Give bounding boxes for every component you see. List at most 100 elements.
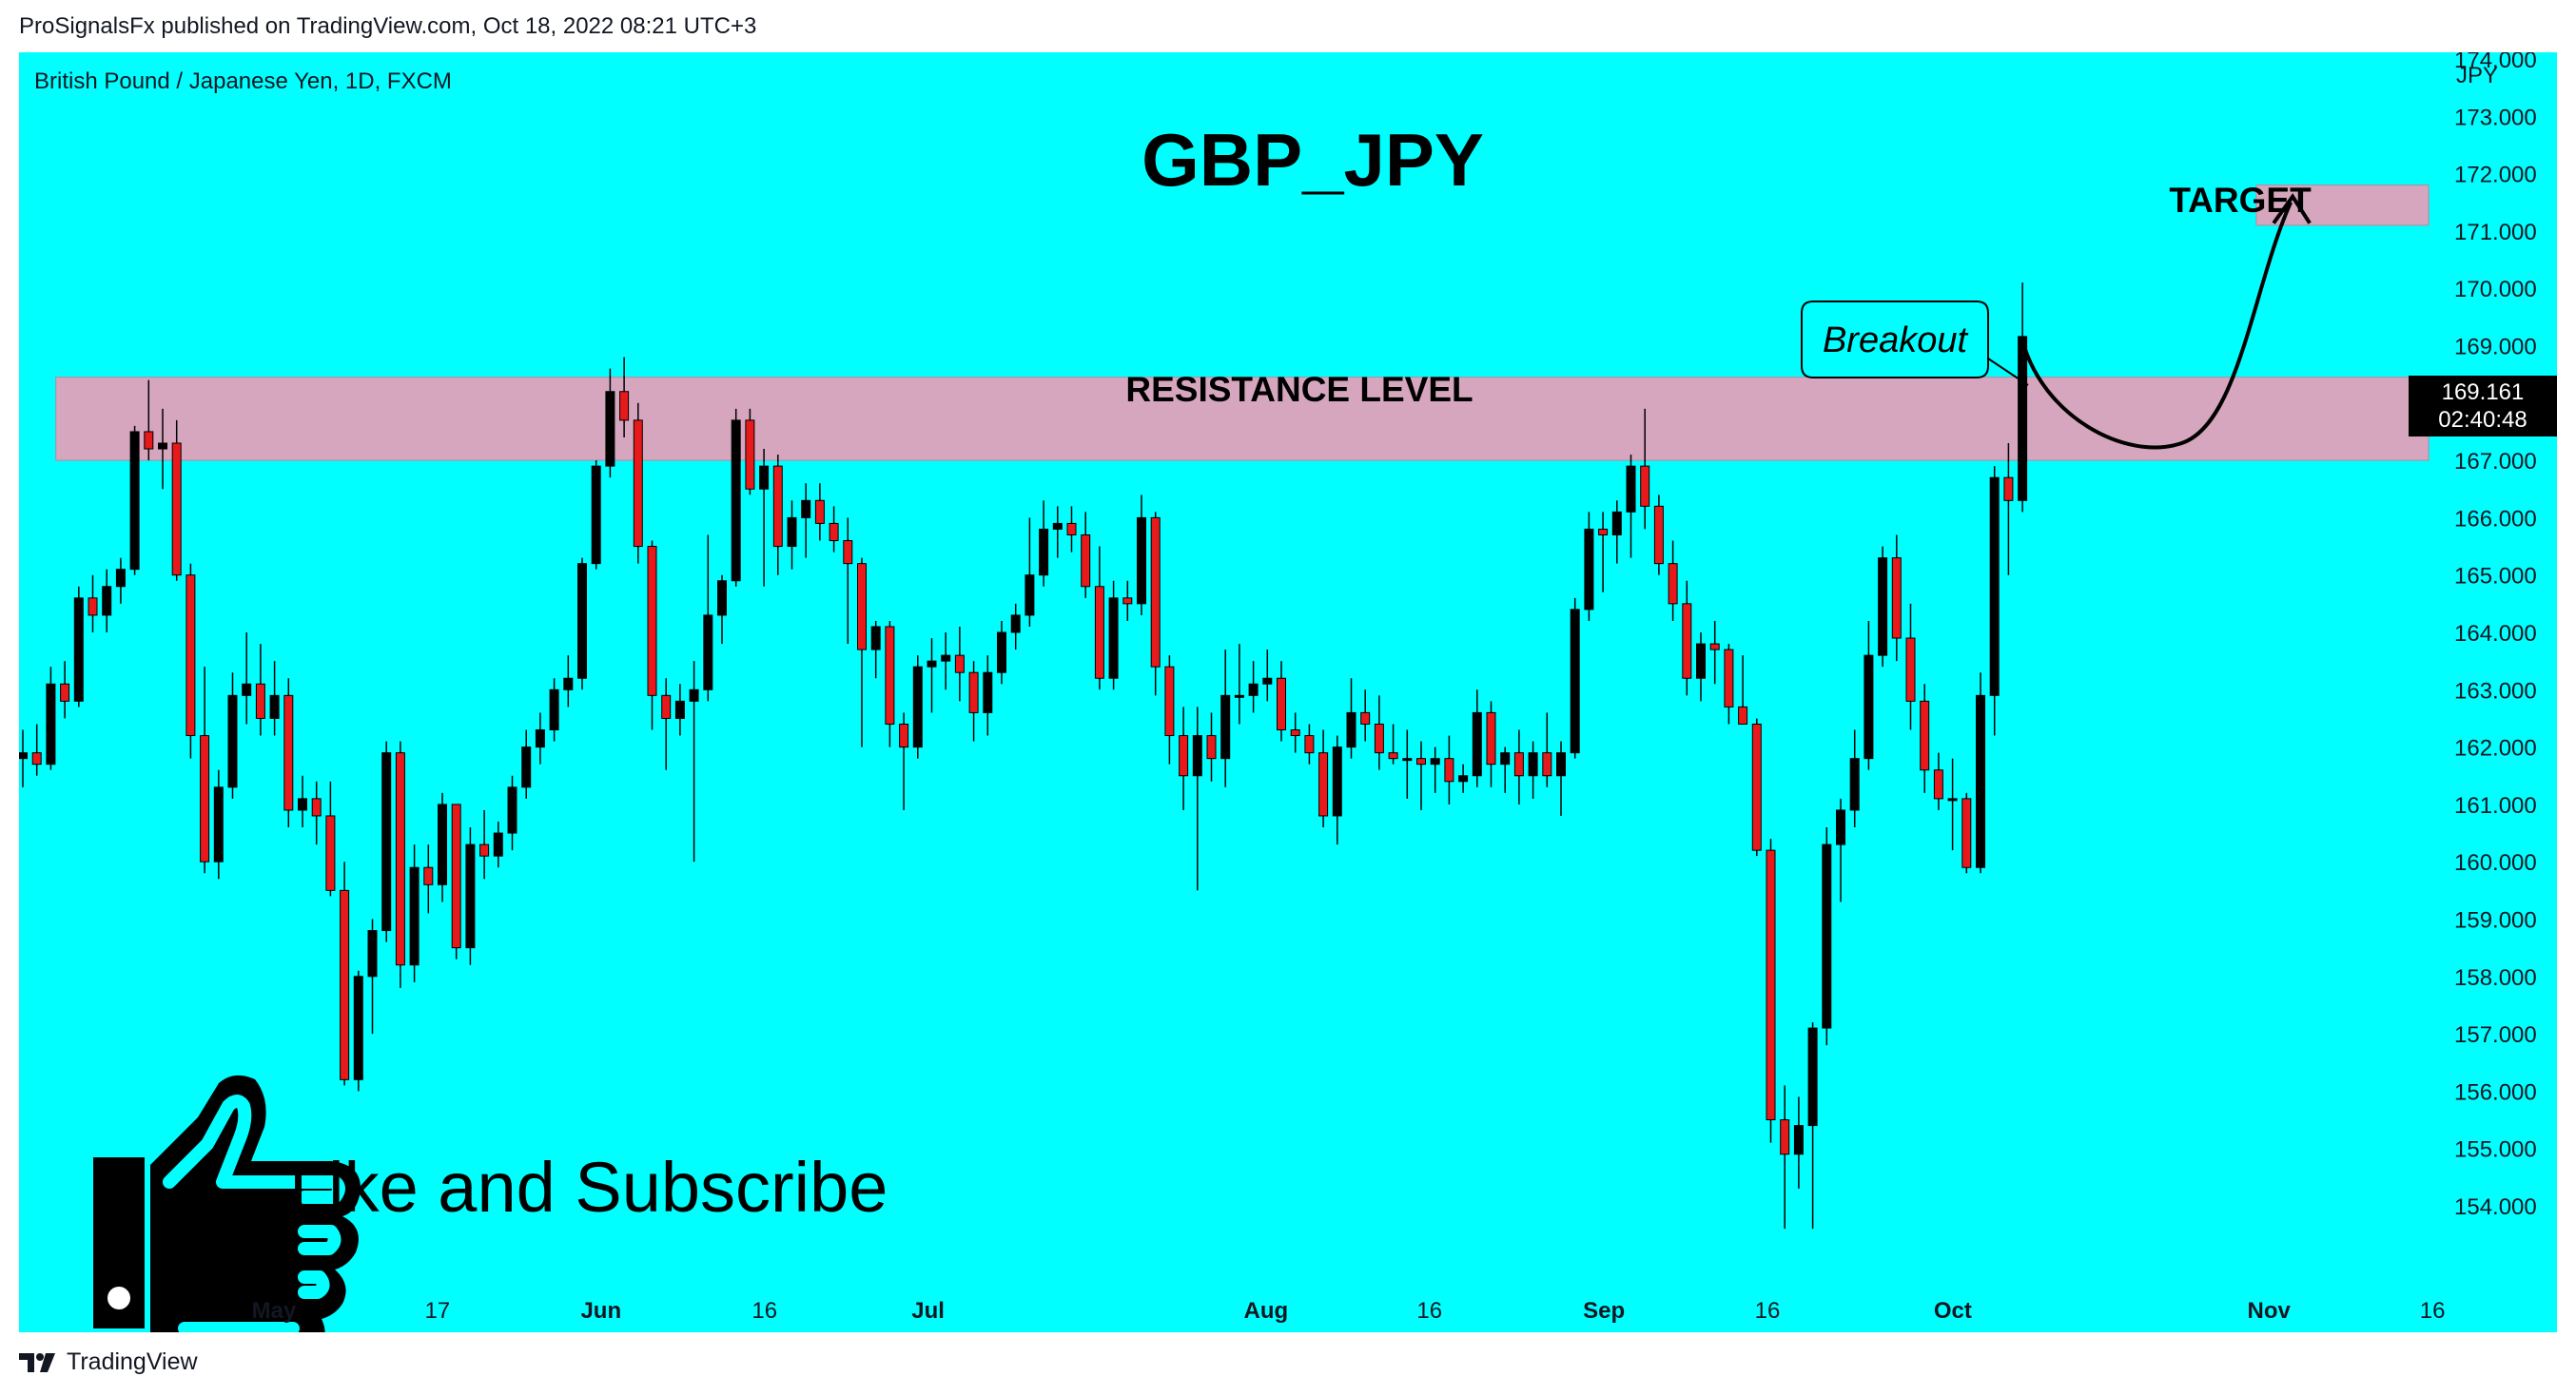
x-tick-label: 16 [751, 1298, 777, 1324]
candle-bullish [19, 729, 28, 787]
y-tick-label: 169.000 [2454, 335, 2537, 360]
y-tick-label: 174.000 [2454, 52, 2537, 73]
candle-bearish [1416, 741, 1426, 810]
candle-bullish [1500, 746, 1511, 793]
candle-bullish [1822, 827, 1832, 1046]
candle-bullish [1878, 546, 1888, 668]
candle-bullish [997, 620, 1006, 685]
candle-bearish [255, 644, 265, 736]
candle-bearish [1709, 620, 1720, 685]
candle-bearish [1542, 712, 1552, 787]
thumbs-up-icon[interactable] [93, 1075, 361, 1332]
candle-bearish [899, 712, 909, 810]
y-tick-label: 166.000 [2454, 506, 2537, 532]
candle-bearish [1081, 512, 1091, 598]
candle-bearish [1751, 718, 1762, 857]
candle-bearish [325, 781, 336, 897]
candle-bearish [968, 661, 979, 742]
candle-bullish [731, 408, 741, 587]
candle-bearish [1933, 752, 1943, 810]
candle-bearish [1122, 580, 1133, 621]
candle-bearish [1668, 540, 1678, 621]
candle-bullish [2018, 282, 2028, 513]
y-tick-label: 160.000 [2454, 850, 2537, 876]
candle-bearish [1066, 506, 1077, 553]
candle-bearish [88, 574, 98, 632]
candle-bullish [521, 729, 532, 799]
candle-bearish [1304, 724, 1315, 765]
candle-bearish [661, 678, 672, 770]
candle-bearish [451, 804, 461, 960]
candle-bullish [674, 684, 685, 736]
candle-bearish [1094, 546, 1104, 690]
candle-bearish [1164, 655, 1175, 765]
y-tick-label: 164.000 [2454, 621, 2537, 647]
candle-bearish [772, 455, 783, 575]
candle-bearish [1444, 735, 1454, 805]
candle-bullish [1039, 500, 1049, 587]
x-tick-label: Oct [1934, 1298, 1972, 1324]
candle-bearish [171, 419, 182, 581]
candle-bullish [353, 970, 363, 1092]
candle-bearish [479, 809, 490, 880]
candle-bearish [1961, 792, 1972, 874]
cta-label[interactable]: Like and Subscribe [289, 1148, 888, 1227]
breakout-callout[interactable]: Breakout [1801, 301, 2029, 386]
candle-bearish [857, 557, 867, 747]
candle-bearish [885, 620, 895, 747]
candle-bearish [1318, 729, 1329, 828]
candle-bearish [283, 678, 294, 828]
candle-bullish [1528, 741, 1538, 799]
candle-bearish [633, 402, 643, 564]
candle-bullish [1332, 735, 1342, 845]
candle-bearish [31, 724, 42, 776]
candle-bearish [1206, 712, 1217, 782]
x-tick-label: Jun [580, 1298, 621, 1324]
candle-bearish [1277, 661, 1286, 742]
candle-bullish [1626, 455, 1636, 558]
chart-area[interactable]: British Pound / Japanese Yen, 1D, FXCM G… [19, 52, 2557, 1332]
candle-bullish [759, 449, 770, 587]
x-tick-label: Aug [1244, 1298, 1289, 1324]
y-tick-label: 159.000 [2454, 908, 2537, 934]
y-tick-label: 167.000 [2454, 449, 2537, 475]
candle-bearish [1598, 512, 1609, 592]
candle-bearish [1513, 729, 1524, 805]
candle-bullish [242, 632, 252, 725]
candlestick-chart[interactable]: British Pound / Japanese Yen, 1D, FXCM G… [19, 52, 2557, 1332]
candle-bearish [814, 483, 825, 541]
candle-bearish [185, 563, 196, 759]
chart-title: GBP_JPY [1142, 118, 1484, 202]
footer[interactable]: TradingView [19, 1348, 198, 1376]
candle-bullish [227, 672, 238, 799]
candle-bullish [1793, 1096, 1804, 1189]
candle-bearish [1374, 695, 1384, 770]
candle-bullish [1570, 597, 1580, 759]
candle-bearish [1920, 684, 1930, 793]
y-tick-label: 154.000 [2454, 1194, 2537, 1220]
candle-bullish [1584, 512, 1594, 621]
candle-bearish [60, 661, 70, 719]
candle-bearish [829, 506, 839, 553]
y-tick-label: 156.000 [2454, 1079, 2537, 1105]
candle-bullish [605, 368, 615, 478]
projection-arrowhead [2272, 193, 2312, 224]
candle-bullish [409, 844, 420, 982]
candle-bearish [144, 379, 154, 461]
candle-bullish [1976, 672, 1985, 874]
candle-bearish [1905, 603, 1916, 730]
candle-bearish [619, 357, 630, 437]
candle-bearish [1150, 512, 1161, 696]
candle-bullish [983, 655, 993, 736]
footer-brand: TradingView [67, 1348, 198, 1375]
candle-bullish [577, 557, 587, 690]
candle-bearish [843, 517, 853, 645]
candle-bullish [1947, 758, 1958, 851]
candle-bearish [1360, 689, 1371, 742]
y-tick-label: 172.000 [2454, 163, 2537, 188]
candle-bullish [465, 827, 476, 965]
candle-bullish [1025, 517, 1035, 627]
candle-bearish [1486, 701, 1496, 787]
candle-bullish [367, 919, 378, 1035]
candle-bearish [1891, 534, 1902, 662]
